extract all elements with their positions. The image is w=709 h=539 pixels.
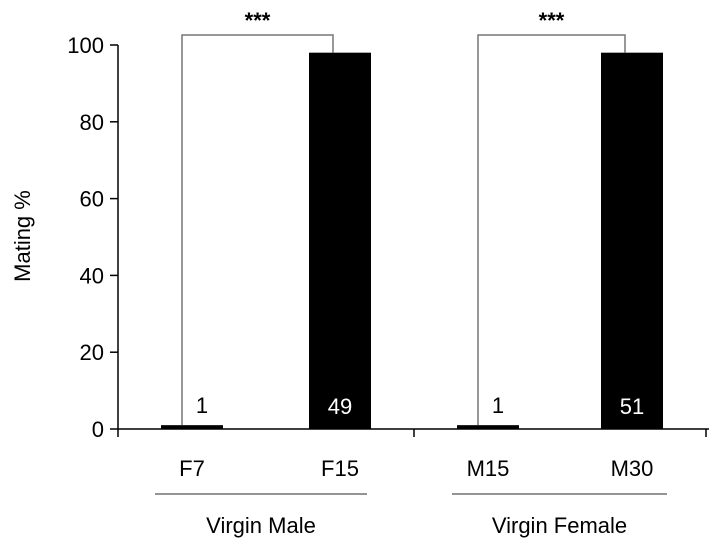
bar-m15	[457, 425, 519, 429]
sample-size-label: 49	[328, 394, 352, 419]
category-label: F7	[179, 456, 205, 481]
category-label: F15	[321, 456, 359, 481]
category-label: M15	[467, 456, 510, 481]
y-tick-label: 60	[80, 187, 104, 212]
bar-m30	[601, 52, 663, 430]
group-label: Virgin Female	[492, 513, 627, 538]
significance-bracket	[477, 34, 626, 426]
category-label: M30	[611, 456, 654, 481]
group-label: Virgin Male	[206, 513, 316, 538]
sample-size-label: 51	[620, 394, 644, 419]
significance-label: ***	[245, 8, 271, 33]
y-tick-label: 20	[80, 340, 104, 365]
labels: 0 20 40 60 80 100 1 49 1 51 F7 F15 M15 M30 Virgin Male…	[67, 8, 653, 538]
sample-size-label: 1	[492, 393, 504, 418]
bar-f7	[161, 425, 223, 429]
y-tick-label: 100	[67, 33, 104, 58]
significance-bracket	[181, 34, 334, 426]
bar-f15	[309, 52, 371, 430]
sample-size-label: 1	[196, 393, 208, 418]
y-tick-label: 0	[92, 417, 104, 442]
y-tick-label: 80	[80, 110, 104, 135]
y-tick-label: 40	[80, 263, 104, 288]
y-axis-label: Mating %	[10, 190, 35, 282]
bars	[161, 52, 663, 430]
significance-label: ***	[539, 8, 565, 33]
